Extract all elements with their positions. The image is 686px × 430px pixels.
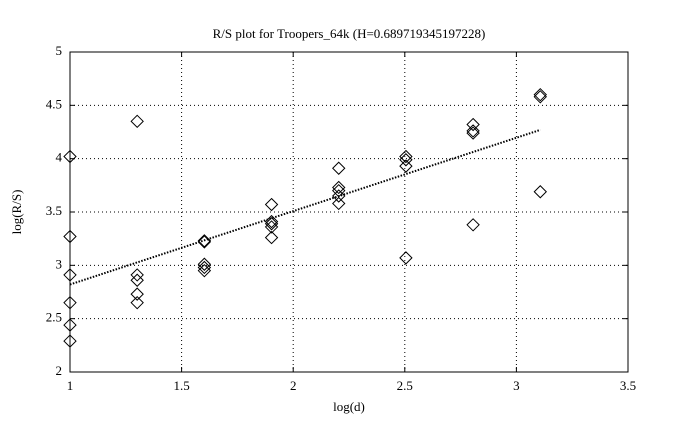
- y-tick-label: 5: [56, 43, 63, 58]
- data-point: [63, 149, 77, 164]
- data-point: [533, 87, 547, 102]
- y-tick-label: 3.5: [46, 203, 62, 218]
- data-point: [466, 218, 480, 232]
- chart-title: R/S plot for Troopers_64k (H=0.689719345…: [213, 26, 486, 41]
- data-point: [399, 149, 413, 164]
- data-point: [466, 117, 480, 132]
- y-tick-label: 4.5: [46, 96, 62, 111]
- data-point: [197, 234, 212, 248]
- x-tick-label: 2.5: [397, 378, 413, 393]
- data-point: [399, 153, 413, 167]
- data-point: [63, 295, 77, 310]
- data-point: [264, 197, 279, 212]
- data-point: [332, 196, 346, 211]
- data-point: [63, 229, 77, 244]
- x-tick-label: 3.5: [620, 378, 636, 393]
- data-point: [399, 159, 413, 173]
- data-point: [130, 268, 144, 282]
- data-point: [197, 263, 212, 278]
- data-point: [466, 124, 480, 138]
- data-point: [332, 161, 346, 175]
- data-point: [399, 251, 413, 265]
- data-point: [533, 90, 547, 104]
- data-point: [130, 295, 144, 310]
- data-point: [264, 220, 279, 234]
- y-tick-label: 4: [56, 150, 63, 165]
- data-point: [63, 318, 77, 332]
- data-point: [533, 185, 547, 199]
- data-point: [332, 189, 346, 203]
- data-point: [264, 217, 279, 231]
- data-point: [130, 287, 144, 301]
- y-tick-label: 2.5: [46, 310, 62, 325]
- plot-frame: [69, 51, 629, 373]
- x-tick-label: 3: [513, 378, 520, 393]
- data-point: [264, 230, 279, 245]
- data-point: [130, 114, 144, 129]
- x-axis-label: log(d): [333, 399, 365, 414]
- x-tick-label: 1.5: [173, 378, 189, 393]
- x-tick-label: 1: [67, 378, 74, 393]
- x-tick-label: 2: [290, 378, 297, 393]
- data-point: [63, 334, 77, 348]
- data-point: [63, 268, 77, 282]
- y-tick-label: 3: [56, 256, 63, 271]
- y-axis-label: log(R/S): [9, 190, 24, 235]
- data-point: [197, 260, 212, 275]
- data-point: [332, 180, 346, 195]
- data-point: [197, 257, 212, 271]
- data-point: [466, 126, 480, 140]
- data-point: [130, 273, 144, 287]
- y-tick-label: 2: [56, 363, 63, 378]
